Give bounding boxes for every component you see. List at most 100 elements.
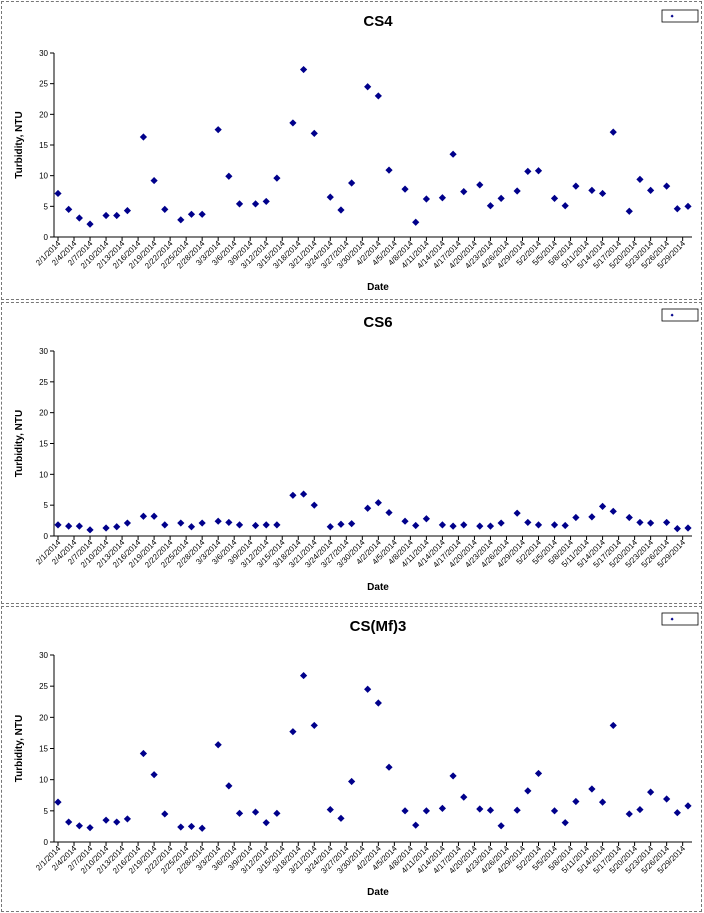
chart-title: CS4: [363, 13, 393, 30]
data-point: [422, 807, 430, 815]
data-point: [401, 807, 409, 815]
data-point: [177, 823, 185, 831]
data-point: [647, 519, 655, 527]
data-point: [476, 181, 484, 189]
y-tick-label: 30: [39, 49, 48, 58]
x-axis-label: Date: [367, 282, 389, 293]
y-tick-label: 0: [44, 838, 49, 847]
y-tick-label: 20: [39, 110, 48, 119]
data-point: [550, 807, 559, 815]
data-point: [609, 507, 617, 515]
data-point: [65, 205, 73, 213]
data-point: [497, 519, 505, 527]
data-point: [139, 749, 148, 758]
data-point: [561, 521, 569, 530]
data-point: [251, 521, 260, 530]
y-tick-label: 15: [39, 141, 48, 150]
data-point: [449, 772, 457, 780]
y-axis-label: Turbidity, NTU: [14, 111, 25, 178]
data-point: [150, 512, 158, 520]
data-point: [438, 804, 447, 812]
data-point: [86, 824, 94, 832]
data-point: [289, 728, 297, 736]
data-point: [326, 523, 334, 531]
data-point: [401, 185, 409, 193]
data-point: [598, 502, 607, 510]
data-point: [75, 214, 83, 222]
data-point: [273, 521, 281, 529]
data-point: [123, 519, 132, 527]
y-tick-label: 25: [39, 682, 48, 691]
data-point: [177, 519, 185, 527]
data-point: [310, 501, 318, 509]
legend: [661, 308, 699, 322]
data-point: [588, 513, 596, 521]
data-point: [438, 194, 447, 202]
data-point: [412, 821, 420, 829]
data-point: [636, 518, 644, 527]
data-point: [299, 65, 308, 74]
data-point: [102, 211, 110, 220]
data-point: [486, 202, 495, 210]
chart-title: CS6: [363, 314, 392, 331]
data-point: [438, 521, 447, 529]
data-point: [198, 824, 206, 832]
data-point: [235, 200, 244, 208]
data-point: [364, 685, 372, 693]
data-point: [524, 518, 532, 527]
y-tick-label: 15: [39, 745, 48, 754]
data-point: [588, 186, 596, 194]
y-axis-label: Turbidity, NTU: [14, 410, 25, 477]
data-point: [225, 518, 233, 527]
data-point: [663, 518, 671, 527]
y-tick-label: 10: [39, 776, 48, 785]
data-point: [647, 186, 655, 194]
legend-marker: [670, 14, 674, 18]
data-point: [161, 205, 169, 213]
data-point: [673, 205, 681, 213]
data-point: [460, 188, 468, 196]
data-point: [684, 202, 692, 210]
data-point: [262, 819, 270, 827]
data-point: [54, 798, 62, 806]
data-point: [550, 194, 559, 202]
data-point: [86, 526, 94, 534]
data-point: [161, 810, 169, 818]
data-point: [572, 182, 580, 190]
data-point: [598, 798, 607, 806]
data-point: [476, 522, 484, 530]
data-point: [262, 197, 270, 206]
data-point: [139, 133, 148, 141]
chart-title: CS(Mf)3: [350, 618, 407, 635]
legend-marker: [670, 617, 674, 621]
data-point: [273, 809, 281, 817]
chart-panel-cs4: CS4 0 5 10 15 20 25 30 Turbidity, NTU 2/1/2014 2/4…: [1, 1, 702, 300]
data-point: [187, 523, 196, 531]
legend-box: [661, 612, 699, 626]
data-point: [572, 797, 580, 806]
data-point: [534, 769, 543, 778]
data-point: [348, 179, 356, 187]
data-point: [348, 777, 356, 786]
x-axis-label: Date: [367, 582, 389, 593]
data-point: [449, 150, 457, 158]
data-point: [235, 809, 244, 817]
data-point: [476, 805, 484, 813]
data-point: [177, 216, 185, 224]
data-point: [524, 167, 532, 175]
data-point: [385, 508, 393, 517]
data-point: [214, 741, 222, 749]
data-point: [150, 771, 158, 779]
data-point: [54, 189, 62, 198]
data-point: [86, 220, 94, 228]
data-point: [337, 520, 345, 528]
data-point: [497, 194, 505, 202]
y-tick-label: 5: [44, 202, 49, 211]
data-point: [273, 174, 281, 182]
data-point: [385, 166, 393, 174]
data-point: [374, 699, 382, 707]
data-point: [673, 525, 681, 533]
y-tick-label: 15: [39, 440, 48, 449]
legend: [661, 612, 699, 626]
